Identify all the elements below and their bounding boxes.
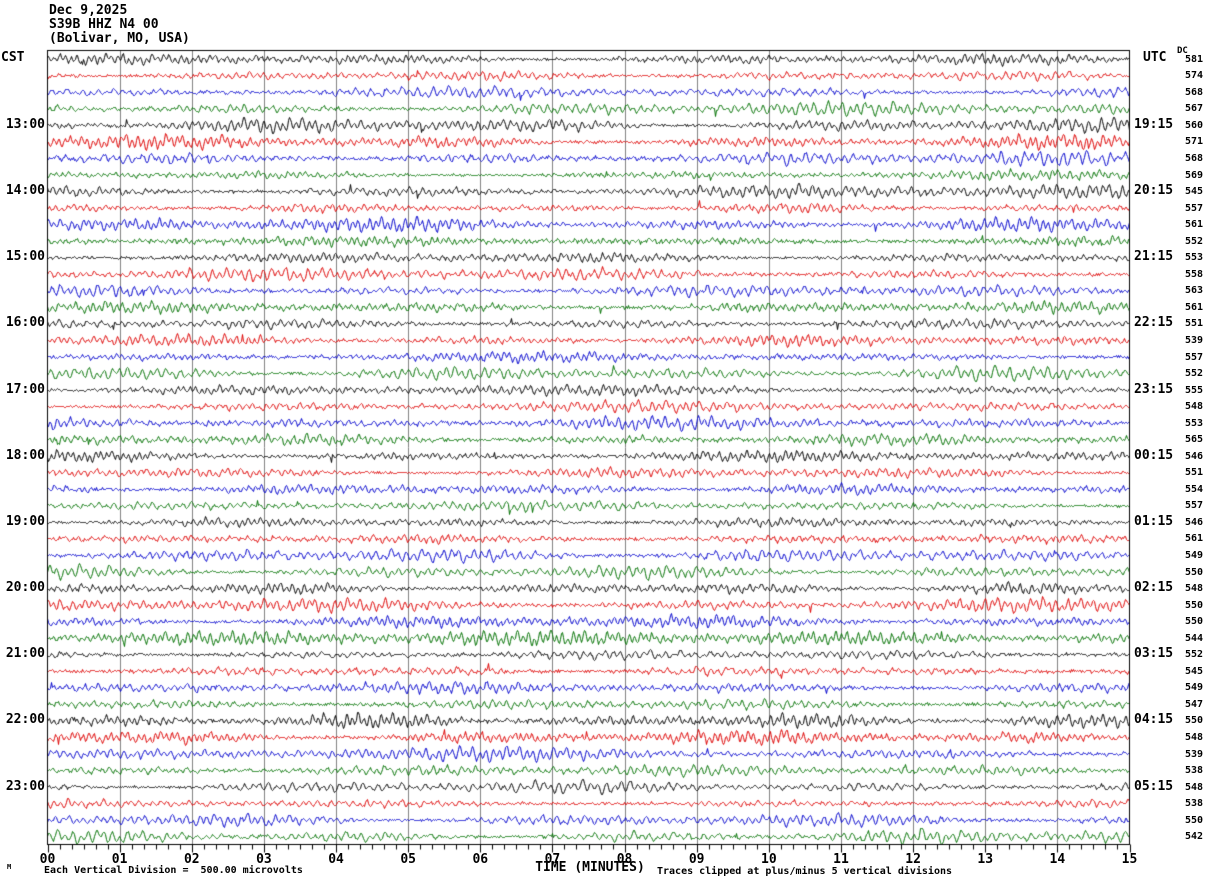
scale-note: Each Vertical Division = 500.00 microvol… <box>44 865 303 876</box>
dc-value: 549 <box>1185 682 1204 694</box>
utc-time-label: 00:15 <box>1134 447 1174 463</box>
dc-value: 565 <box>1185 434 1204 446</box>
dc-value: 574 <box>1185 70 1204 82</box>
utc-time-label: 21:15 <box>1134 249 1174 265</box>
dc-value: 557 <box>1185 500 1204 512</box>
x-tick-label: 06 <box>472 852 489 867</box>
dc-value: 553 <box>1185 252 1204 264</box>
dc-value: 539 <box>1185 334 1204 346</box>
dc-value: 557 <box>1185 351 1204 363</box>
dc-value: 548 <box>1185 781 1204 793</box>
left-timezone-label: CST <box>1 50 25 65</box>
x-tick-label: 04 <box>328 852 344 867</box>
dc-value: 568 <box>1185 153 1204 165</box>
dc-value: 552 <box>1185 368 1204 380</box>
utc-time-label: 03:15 <box>1134 646 1174 662</box>
x-tick-label: 11 <box>833 852 849 867</box>
clip-note: Traces clipped at plus/minus 5 vertical … <box>657 866 953 877</box>
left-hour-label: 22:00 <box>5 712 45 728</box>
dc-value: 567 <box>1185 103 1204 115</box>
x-tick-label: 15 <box>1121 852 1138 867</box>
dc-column-header: DC <box>1177 46 1188 56</box>
utc-time-label: 04:15 <box>1134 712 1174 728</box>
dc-value: 557 <box>1185 202 1204 214</box>
dc-value: 539 <box>1185 748 1204 760</box>
dc-value: 550 <box>1185 599 1204 611</box>
left-hour-label: 23:00 <box>5 778 45 794</box>
header-date: Dec 9,2025 <box>49 3 128 18</box>
dc-value: 546 <box>1185 450 1204 462</box>
dc-value: 555 <box>1185 384 1204 396</box>
dc-value: 581 <box>1185 53 1204 65</box>
x-tick-label: 02 <box>183 852 200 867</box>
left-hour-label: 21:00 <box>5 646 45 662</box>
dc-value: 561 <box>1185 301 1204 313</box>
dc-value: 571 <box>1185 136 1204 148</box>
x-tick-label: 01 <box>111 852 128 867</box>
dc-value: 561 <box>1185 219 1204 231</box>
dc-value: 560 <box>1185 119 1204 131</box>
dc-value: 549 <box>1185 550 1204 562</box>
left-hour-label: 16:00 <box>5 315 45 331</box>
right-timezone-label: UTC <box>1143 50 1167 65</box>
dc-value: 558 <box>1185 268 1204 280</box>
x-axis-title: TIME (MINUTES) <box>535 860 645 875</box>
utc-time-label: 01:15 <box>1134 513 1174 529</box>
dc-value: 552 <box>1185 649 1204 661</box>
dc-value: 546 <box>1185 516 1204 528</box>
x-tick-label: 00 <box>39 852 56 867</box>
x-tick-label: 10 <box>761 852 777 867</box>
dc-value: 542 <box>1185 831 1204 843</box>
x-tick-label: 14 <box>1049 852 1066 867</box>
dc-value: 547 <box>1185 698 1204 710</box>
dc-value: 548 <box>1185 731 1204 743</box>
dc-value: 561 <box>1185 533 1204 545</box>
x-tick-label: 03 <box>256 852 272 867</box>
utc-time-label: 02:15 <box>1134 580 1174 596</box>
dc-value: 550 <box>1185 566 1204 578</box>
dc-value: 548 <box>1185 583 1204 595</box>
left-hour-label: 19:00 <box>5 513 45 529</box>
utc-time-label: 20:15 <box>1134 183 1174 199</box>
footer-tiny-mark: M <box>7 863 12 871</box>
left-hour-label: 17:00 <box>5 381 45 397</box>
dc-value: 550 <box>1185 814 1204 826</box>
x-tick-label: 09 <box>688 852 705 867</box>
x-tick-label: 13 <box>977 852 994 867</box>
x-tick-label: 07 <box>544 852 561 867</box>
dc-value: 548 <box>1185 401 1204 413</box>
dc-value: 538 <box>1185 798 1204 810</box>
dc-value: 554 <box>1185 483 1204 495</box>
left-hour-label: 14:00 <box>5 183 45 199</box>
dc-value: 563 <box>1185 285 1204 297</box>
x-tick-label: 12 <box>905 852 921 867</box>
dc-value: 544 <box>1185 632 1204 644</box>
dc-value: 553 <box>1185 417 1204 429</box>
header-station: S39B HHZ N4 00 <box>49 17 159 32</box>
left-hour-label: 18:00 <box>5 447 45 463</box>
x-tick-label: 05 <box>400 852 416 867</box>
dc-value: 551 <box>1185 467 1204 479</box>
dc-value: 551 <box>1185 318 1204 330</box>
dc-value: 552 <box>1185 235 1204 247</box>
utc-time-label: 22:15 <box>1134 315 1174 331</box>
x-tick-label: 08 <box>616 852 633 867</box>
dc-value: 545 <box>1185 665 1204 677</box>
dc-value: 550 <box>1185 715 1204 727</box>
left-hour-label: 15:00 <box>5 249 45 265</box>
dc-value: 568 <box>1185 86 1204 98</box>
utc-time-label: 19:15 <box>1134 116 1174 132</box>
left-hour-label: 20:00 <box>5 580 45 596</box>
utc-time-label: 23:15 <box>1134 381 1174 397</box>
utc-time-label: 05:15 <box>1134 778 1174 794</box>
dc-value: 545 <box>1185 186 1204 198</box>
dc-value: 550 <box>1185 616 1204 628</box>
left-hour-label: 13:00 <box>5 116 45 132</box>
header-location: (Bolivar, MO, USA) <box>49 31 190 46</box>
dc-value: 569 <box>1185 169 1204 181</box>
dc-value: 538 <box>1185 765 1204 777</box>
